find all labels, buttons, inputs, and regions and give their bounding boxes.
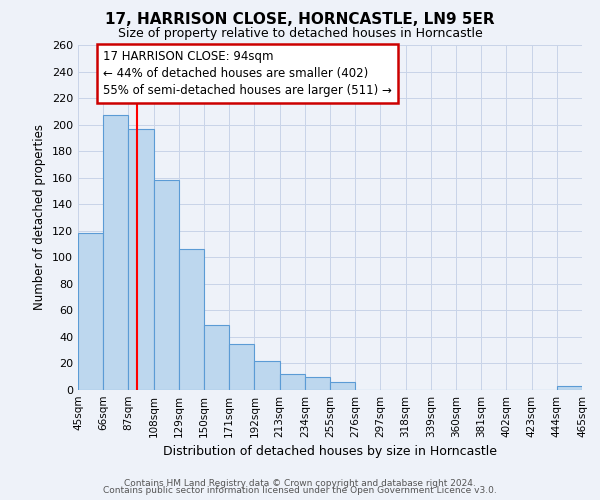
X-axis label: Distribution of detached houses by size in Horncastle: Distribution of detached houses by size … — [163, 446, 497, 458]
Bar — [330, 382, 355, 390]
Bar — [78, 234, 103, 390]
Bar — [557, 386, 582, 390]
Bar — [229, 344, 254, 390]
Bar — [254, 361, 280, 390]
Text: Contains HM Land Registry data © Crown copyright and database right 2024.: Contains HM Land Registry data © Crown c… — [124, 478, 476, 488]
Bar — [280, 374, 305, 390]
Text: Contains public sector information licensed under the Open Government Licence v3: Contains public sector information licen… — [103, 486, 497, 495]
Bar — [179, 250, 204, 390]
Text: 17 HARRISON CLOSE: 94sqm
← 44% of detached houses are smaller (402)
55% of semi-: 17 HARRISON CLOSE: 94sqm ← 44% of detach… — [103, 50, 392, 98]
Bar — [103, 116, 128, 390]
Bar — [128, 128, 154, 390]
Bar — [154, 180, 179, 390]
Text: 17, HARRISON CLOSE, HORNCASTLE, LN9 5ER: 17, HARRISON CLOSE, HORNCASTLE, LN9 5ER — [105, 12, 495, 28]
Text: Size of property relative to detached houses in Horncastle: Size of property relative to detached ho… — [118, 28, 482, 40]
Bar — [204, 325, 229, 390]
Bar — [305, 376, 330, 390]
Y-axis label: Number of detached properties: Number of detached properties — [34, 124, 46, 310]
